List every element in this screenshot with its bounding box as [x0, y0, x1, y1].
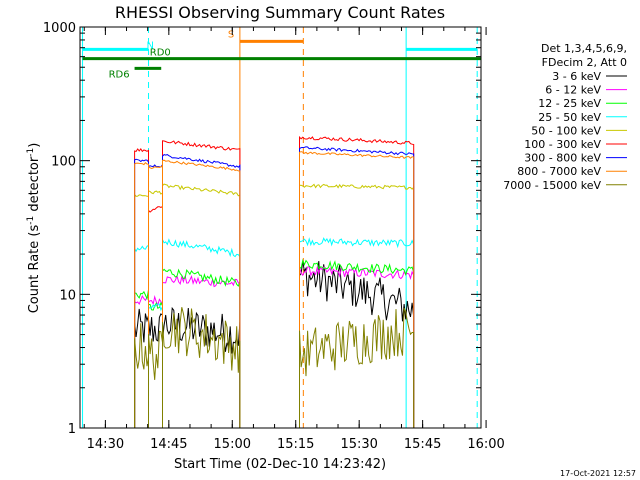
x-tick-label-1: 14:45 [150, 437, 187, 452]
series-5 [134, 135, 415, 428]
chart-title: RHESSI Observing Summary Count Rates [115, 3, 445, 22]
legend-label-1: 6 - 12 keV [545, 84, 601, 97]
y-axis: 1 10 100 1000 [43, 21, 481, 437]
series-line-1-segment-3 [299, 265, 415, 428]
series-line-4-segment-0 [134, 193, 149, 428]
legend-header-line-2: FDecim 2, Att 0 [542, 56, 627, 69]
legend-label-3: 25 - 50 keV [538, 111, 601, 124]
series-line-6-segment-0 [134, 158, 149, 428]
flag-label-rd0: RD0 [150, 48, 171, 59]
series-line-8-segment-0 [134, 323, 149, 428]
series-line-8-segment-2 [162, 307, 241, 428]
series-line-4-segment-1 [148, 190, 163, 428]
x-tick-label-4: 15:30 [340, 437, 377, 452]
flag-label-rd6: RD6 [109, 69, 130, 80]
legend-label-5: 100 - 300 keV [524, 138, 601, 151]
x-tick-label-2: 15:00 [214, 437, 251, 452]
plot-area: N S RD0 RD6 [82, 27, 481, 428]
legend-label-4: 50 - 100 keV [531, 124, 601, 137]
legend-label-7: 800 - 7000 keV [517, 165, 601, 178]
series-line-3-segment-1 [148, 303, 163, 428]
y-tick-label-2: 100 [51, 155, 76, 170]
flag-label-n: N [147, 40, 154, 51]
y-axis-label: Count Rate (s-1 detector-1) [26, 143, 42, 314]
series-line-0-segment-0 [134, 308, 149, 428]
series-line-5-segment-1 [148, 205, 163, 428]
legend-label-0: 3 - 6 keV [552, 70, 601, 83]
y-tick-label-1: 10 [59, 288, 76, 303]
series-line-8-segment-3 [299, 307, 415, 428]
series-line-5-segment-0 [134, 148, 149, 428]
series-line-7-segment-0 [134, 161, 149, 428]
series-line-1-segment-1 [148, 294, 163, 428]
series-4 [134, 183, 415, 428]
series-line-0-segment-1 [148, 313, 163, 428]
series-line-3-segment-3 [299, 237, 415, 428]
x-axis-label: Start Time (02-Dec-10 14:23:42) [174, 457, 386, 472]
x-tick-label-6: 16:00 [467, 437, 504, 452]
legend-label-6: 300 - 800 keV [524, 152, 601, 165]
series-3 [134, 237, 415, 428]
flag-label-s: S [228, 29, 234, 40]
series-line-3-segment-0 [134, 244, 149, 428]
footer-timestamp: 17-Oct-2021 12:57 [560, 469, 636, 478]
series-line-3-segment-2 [162, 238, 241, 428]
series-6 [134, 146, 415, 428]
series-line-8-segment-1 [148, 330, 163, 428]
series-line-5-segment-3 [299, 135, 415, 428]
series-line-0-segment-3 [299, 261, 415, 428]
legend-label-8: 7000 - 15000 keV [503, 179, 601, 192]
series-line-6-segment-2 [162, 154, 241, 428]
x-tick-label-5: 15:45 [404, 437, 441, 452]
x-tick-label-0: 14:30 [87, 437, 124, 452]
x-axis: 14:30 14:45 15:00 15:15 15:30 15:45 16:00 [83, 27, 505, 452]
series-line-7-segment-2 [162, 159, 241, 428]
series-line-5-segment-2 [162, 140, 241, 428]
series-line-2-segment-1 [148, 301, 163, 428]
x-tick-label-3: 15:15 [277, 437, 314, 452]
legend: Det 1,3,4,5,6,9, FDecim 2, Att 0 3 - 6 k… [503, 42, 627, 192]
plot-frame [79, 26, 482, 429]
y-tick-label-3: 1000 [43, 21, 76, 36]
series-2 [134, 258, 415, 428]
series-8 [134, 307, 415, 428]
series-line-4-segment-3 [299, 183, 415, 428]
series-1 [134, 265, 415, 428]
series-line-7-segment-1 [148, 165, 163, 428]
series-line-2-segment-3 [299, 258, 415, 428]
legend-header-line-1: Det 1,3,4,5,6,9, [541, 42, 627, 55]
series-line-6-segment-3 [299, 146, 415, 428]
legend-label-2: 12 - 25 keV [538, 97, 601, 110]
series-line-7-segment-3 [299, 151, 415, 428]
series-line-4-segment-2 [162, 183, 241, 428]
series-7 [134, 151, 415, 428]
y-tick-label-0: 1 [68, 422, 76, 437]
series-line-2-segment-0 [134, 289, 149, 428]
series-line-1-segment-2 [162, 274, 241, 428]
series-line-2-segment-2 [162, 268, 241, 428]
